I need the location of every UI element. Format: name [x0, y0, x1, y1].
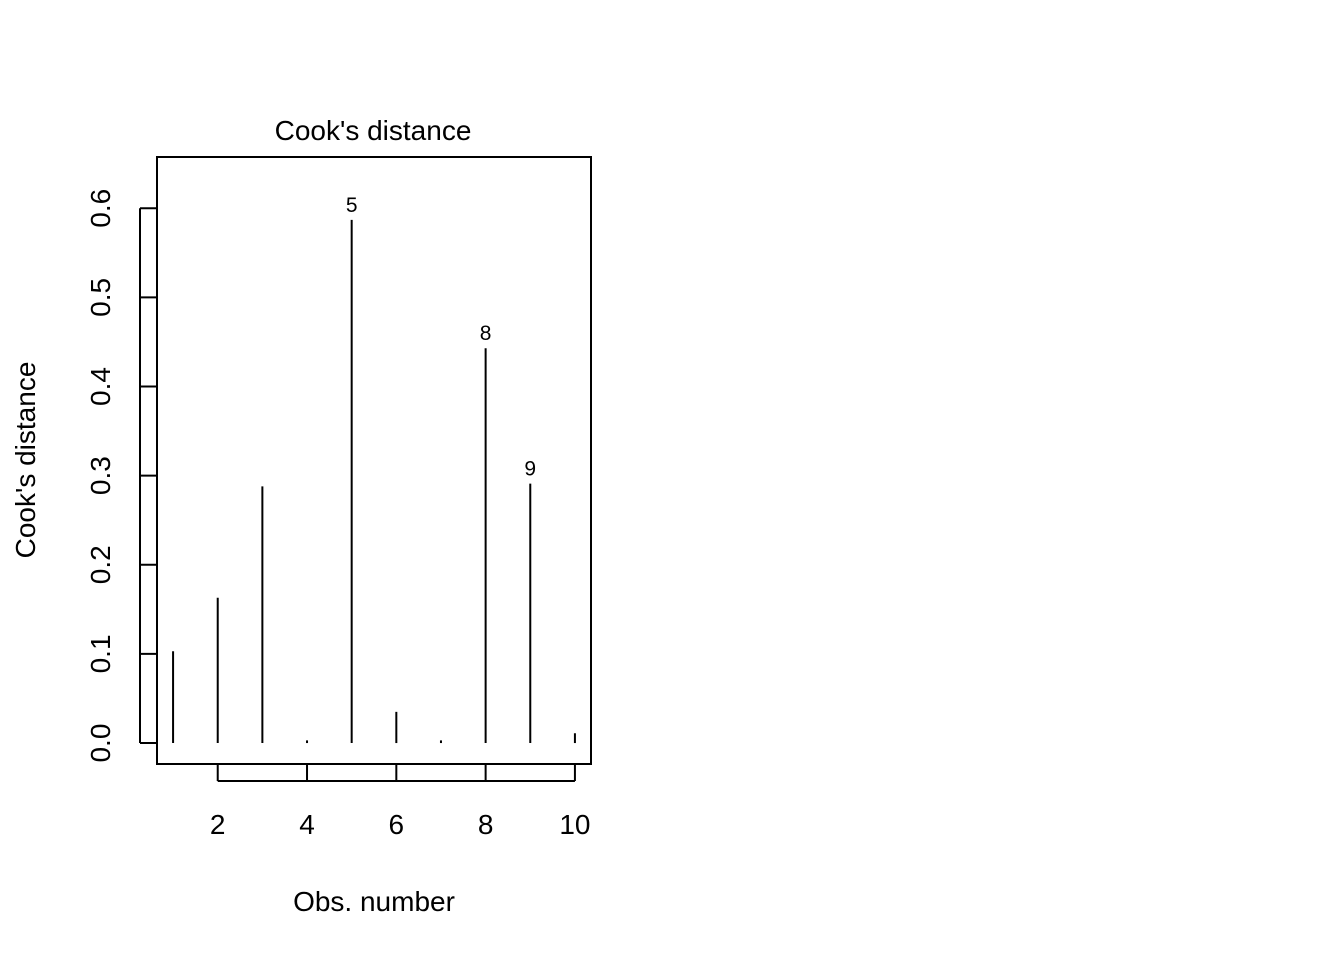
x-tick-label: 2	[210, 809, 226, 840]
y-tick-label: 0.5	[85, 278, 116, 317]
chart-title: Cook's distance	[275, 115, 472, 146]
y-tick-label: 0.2	[85, 545, 116, 584]
y-tick-label: 0.3	[85, 456, 116, 495]
y-tick-label: 0.4	[85, 367, 116, 406]
x-axis-label: Obs. number	[293, 886, 455, 917]
plot-frame	[156, 156, 592, 765]
y-axis: 0.0 0.1 0.2 0.3 0.4 0.5 0.6	[85, 189, 157, 763]
x-axis: 2 4 6 8 10	[210, 764, 591, 840]
point-label-8: 8	[480, 322, 492, 345]
x-tick-label: 4	[299, 809, 315, 840]
y-axis-label: Cook's distance	[10, 362, 41, 559]
point-label-9: 9	[524, 458, 536, 481]
y-tick-label: 0.1	[85, 634, 116, 673]
x-tick-label: 10	[559, 809, 590, 840]
annotations: 5 8 9	[346, 194, 536, 481]
x-tick-label: 8	[478, 809, 494, 840]
y-tick-label: 0.0	[85, 724, 116, 763]
x-tick-label: 6	[389, 809, 405, 840]
y-tick-label: 0.6	[85, 189, 116, 228]
bars	[172, 219, 576, 744]
point-label-5: 5	[346, 194, 358, 217]
